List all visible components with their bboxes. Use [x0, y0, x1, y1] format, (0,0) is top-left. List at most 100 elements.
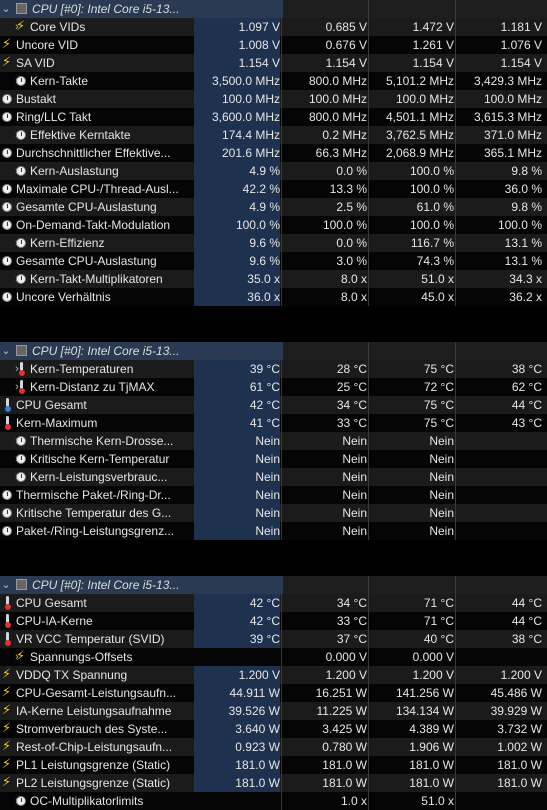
- column-divider: [281, 756, 282, 774]
- column-divider: [455, 378, 456, 396]
- sensor-row[interactable]: › Kern-Temperaturen 39 °C 28 °C 75 °C 38 °C: [0, 360, 547, 378]
- column-divider: [455, 720, 456, 738]
- sensor-row[interactable]: › ⚡ Spannungs-Offsets 0.000 V 0.000 V: [0, 648, 547, 666]
- sensor-row[interactable]: Bustakt 100.0 MHz 100.0 MHz 100.0 MHz 100.0 …: [0, 90, 547, 108]
- sensor-row[interactable]: ⚡ VDDQ TX Spannung 1.200 V 1.200 V 1.200 V 1.…: [0, 666, 547, 684]
- sensor-label-cell: ›Kritische Kern-Temperatur: [0, 450, 194, 468]
- clock-gauge-icon: [2, 148, 12, 158]
- column-divider: [455, 288, 456, 306]
- minimum-value: 0.676 V: [325, 38, 367, 52]
- sensor-label-cell: ›Kern-Takt-Multiplikatoren: [0, 270, 194, 288]
- sensor-label-cell: ⚡ VDDQ TX Spannung: [0, 666, 194, 684]
- column-divider: [455, 486, 456, 504]
- column-divider: [281, 216, 282, 234]
- sensor-row[interactable]: ⚡ CPU-Gesamt-Leistungsaufn... 44.911 W 16.2…: [0, 684, 547, 702]
- expand-chevron-icon[interactable]: ›: [15, 381, 19, 393]
- section-title: CPU [#0]: Intel Core i5-13...: [32, 2, 180, 16]
- sensor-row[interactable]: Paket-/Ring-Leistungsgrenz... Nein Nein Nei…: [0, 522, 547, 540]
- sensor-row[interactable]: ⚡ PL2 Leistungsgrenze (Static) 181.0 W 181.…: [0, 774, 547, 792]
- thermometer-icon: [5, 614, 11, 628]
- current-value: 201.6 MHz: [194, 144, 280, 162]
- clock-gauge-icon: [2, 526, 12, 536]
- thermometer-icon: [5, 416, 11, 430]
- expand-chevron-icon[interactable]: ›: [15, 21, 19, 33]
- sensor-row[interactable]: Durchschnittlicher Effektive... 201.6 MHz…: [0, 144, 547, 162]
- sensor-row[interactable]: Maximale CPU-/Thread-Ausl... 42.2 % 13.3 %…: [0, 180, 547, 198]
- section-title: CPU [#0]: Intel Core i5-13...: [32, 578, 180, 592]
- sensor-row[interactable]: › ⚡ Core VIDs 1.097 V 0.685 V 1.472 V 1.181 V: [0, 18, 547, 36]
- column-divider: [281, 144, 282, 162]
- sensor-label: Kern-Takte: [30, 74, 89, 88]
- maximum-value: 61.0 %: [416, 200, 454, 214]
- sensor-row[interactable]: Ring/LLC Takt 3,600.0 MHz 800.0 MHz 4,501.1…: [0, 108, 547, 126]
- column-divider: [455, 360, 456, 378]
- column-divider: [455, 612, 456, 630]
- column-divider: [281, 72, 282, 90]
- sensor-label-cell: Durchschnittlicher Effektive...: [0, 144, 194, 162]
- sensor-row[interactable]: ⚡ Stromverbrauch des Syste... 3.640 W 3.425…: [0, 720, 547, 738]
- sensor-row[interactable]: Kritische Temperatur des G... Nein Nein Nei…: [0, 504, 547, 522]
- minimum-value: 3.0 %: [336, 254, 367, 268]
- minimum-value: 1.154 V: [325, 56, 367, 70]
- sensor-row[interactable]: CPU Gesamt 42 °C 34 °C 71 °C 44 °C: [0, 594, 547, 612]
- sensor-row[interactable]: Gesamte CPU-Auslastung 4.9 % 2.5 % 61.0 % 9.…: [0, 198, 547, 216]
- column-divider: [281, 54, 282, 72]
- lightning-bolt-icon: ⚡: [2, 756, 12, 771]
- sensor-label: Gesamte CPU-Auslastung: [16, 254, 157, 268]
- sensor-row[interactable]: VR VCC Temperatur (SVID) 39 °C 37 °C 40 °C 3…: [0, 630, 547, 648]
- average-value: 13.1 %: [504, 236, 542, 250]
- column-divider: [455, 234, 456, 252]
- sensor-row[interactable]: ⚡ Uncore VID 1.008 V 0.676 V 1.261 V 1.076 V: [0, 36, 547, 54]
- sensor-row[interactable]: CPU-IA-Kerne 42 °C 33 °C 71 °C 44 °C: [0, 612, 547, 630]
- column-divider: [455, 774, 456, 792]
- sensor-row[interactable]: ›OC-Multiplikatorlimits 1.0 x 51.0 x: [0, 792, 547, 810]
- sensor-row[interactable]: › Kern-Distanz zu TjMAX 61 °C 25 °C 72 °C 62 …: [0, 378, 547, 396]
- current-value: 174.4 MHz: [194, 126, 280, 144]
- sensor-label-cell: VR VCC Temperatur (SVID): [0, 630, 194, 648]
- current-value: 181.0 W: [194, 774, 280, 792]
- sensor-row[interactable]: Thermische Paket-/Ring-Dr... Nein Nein Nein: [0, 486, 547, 504]
- section-spacer: [0, 324, 547, 342]
- column-divider: [368, 0, 369, 18]
- column-divider: [368, 432, 369, 450]
- sensor-label-cell: ⚡ IA-Kerne Leistungsaufnahme: [0, 702, 194, 720]
- sensor-label: Uncore Verhältnis: [16, 290, 111, 304]
- expand-chevron-icon[interactable]: ⌄: [1, 3, 11, 15]
- sensor-row[interactable]: Gesamte CPU-Auslastung 9.6 % 3.0 % 74.3 % 13…: [0, 252, 547, 270]
- expand-chevron-icon[interactable]: ›: [15, 363, 19, 375]
- sensor-label: PL2 Leistungsgrenze (Static): [16, 776, 171, 790]
- section-header[interactable]: ⌄ CPU [#0]: Intel Core i5-13...: [0, 342, 547, 360]
- column-divider: [281, 162, 282, 180]
- minimum-value: 0.000 V: [325, 650, 367, 664]
- clock-gauge-icon: [16, 238, 26, 248]
- sensor-row[interactable]: ⚡ PL1 Leistungsgrenze (Static) 181.0 W 181.…: [0, 756, 547, 774]
- expand-chevron-icon[interactable]: ⌄: [1, 345, 11, 357]
- sensor-label: Thermische Kern-Drosse...: [30, 434, 174, 448]
- sensor-row[interactable]: ⚡ SA VID 1.154 V 1.154 V 1.154 V 1.154 V: [0, 54, 547, 72]
- section-header[interactable]: ⌄ CPU [#0]: Intel Core i5-13...: [0, 0, 547, 18]
- column-divider: [281, 684, 282, 702]
- sensor-label-cell: ›Kern-Takte: [0, 72, 194, 90]
- sensor-row[interactable]: On-Demand-Takt-Modulation 100.0 % 100.0 % 1…: [0, 216, 547, 234]
- expand-chevron-icon[interactable]: ›: [15, 651, 19, 663]
- sensor-row[interactable]: ⚡ IA-Kerne Leistungsaufnahme 39.526 W 11.22…: [0, 702, 547, 720]
- section-header[interactable]: ⌄ CPU [#0]: Intel Core i5-13...: [0, 576, 547, 594]
- minimum-value: 3.425 W: [322, 722, 367, 736]
- average-value: 9.8 %: [511, 164, 542, 178]
- sensor-label-cell: ›Kern-Auslastung: [0, 162, 194, 180]
- expand-chevron-icon[interactable]: ⌄: [1, 579, 11, 591]
- sensor-row[interactable]: ⚡ Rest-of-Chip-Leistungsaufn... 0.923 W 0.7…: [0, 738, 547, 756]
- lightning-bolt-icon: ⚡: [2, 684, 12, 699]
- sensor-row[interactable]: Kern-Maximum 41 °C 33 °C 75 °C 43 °C: [0, 414, 547, 432]
- sensor-row[interactable]: CPU Gesamt 42 °C 34 °C 75 °C 44 °C: [0, 396, 547, 414]
- sensor-row[interactable]: Uncore Verhältnis 36.0 x 8.0 x 45.0 x 36.2 x: [0, 288, 547, 306]
- sensor-label-cell: Thermische Paket-/Ring-Dr...: [0, 486, 194, 504]
